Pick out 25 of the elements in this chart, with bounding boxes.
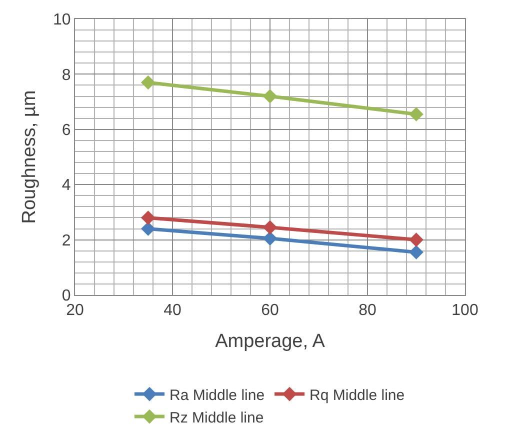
legend-label: Ra Middle line [170,386,265,404]
point [409,245,424,260]
y-tick-label: 2 [62,232,71,250]
x-axis-title: Amperage, A [215,331,326,352]
y-axis-title: Roughness, µm [18,90,40,224]
point [262,231,278,246]
y-tick-label: 4 [62,177,71,194]
point [140,222,156,236]
y-tick-label: 10 [53,12,71,29]
x-tick-label: 60 [261,302,279,320]
legend-label: Rz Middle line [170,409,264,426]
x-tick-label: 100 [452,302,478,320]
y-tick-label: 0 [62,288,71,305]
x-tick-label: 80 [358,302,376,320]
point [140,210,156,225]
y-tick-label: 6 [62,122,71,139]
x-tick-label: 20 [66,302,84,320]
point [409,232,424,247]
x-tick-label: 40 [164,302,182,320]
legend-label: Rq Middle line [310,386,405,404]
y-tick-label: 8 [62,66,71,84]
point [262,89,278,104]
point [409,107,424,122]
point [140,75,156,90]
point [262,220,278,235]
